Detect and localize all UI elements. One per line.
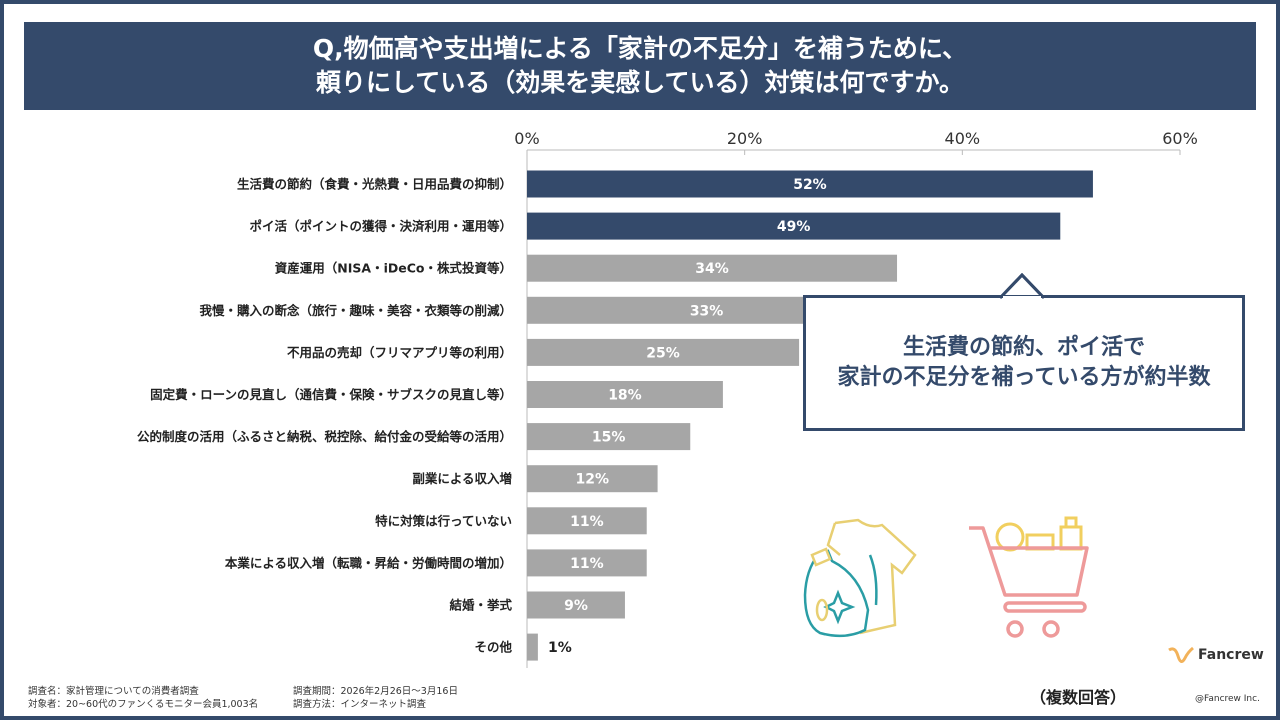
- survey-method: 調査方法：インターネット調査: [293, 699, 427, 710]
- data-label: 1%: [548, 640, 572, 656]
- category-label: 資産運用（NISA・iDeCo・株式投資等）: [275, 261, 512, 276]
- bar: [527, 254, 898, 282]
- fancrew-logo: Fancrew: [1168, 644, 1264, 666]
- category-label: 結婚・挙式: [449, 598, 512, 613]
- bar: [527, 381, 723, 408]
- category-label: 公的制度の活用（ふるさと納税、税控除、給付金の受給等の活用）: [137, 429, 512, 444]
- laundry-illustration-icon: [803, 518, 917, 638]
- bar: [527, 212, 1061, 240]
- fancrew-wave-icon: [1168, 646, 1194, 663]
- bar: [527, 338, 800, 366]
- survey-period: 調査期間：2026年2月26日～3月16日: [293, 686, 458, 697]
- category-label: 副業による収入増: [412, 471, 512, 486]
- survey-info-left: 調査名：家計管理についての消費者調査 対象者：20~60代のファンくるモニター会…: [28, 685, 258, 711]
- data-label: 12%: [576, 472, 610, 488]
- data-label: 49%: [777, 219, 811, 235]
- category-label: 生活費の節約（食費・光熱費・日用品費の抑制）: [237, 177, 512, 192]
- copyright: @Fancrew Inc.: [1195, 694, 1260, 704]
- x-tick-label: 40%: [945, 129, 981, 148]
- bar: [527, 170, 1093, 198]
- bar: [527, 465, 658, 493]
- survey-target: 対象者：20~60代のファンくるモニター会員1,003名: [28, 699, 259, 710]
- category-label: 固定費・ローンの見直し（通信費・保険・サブスクの見直し等）: [150, 387, 512, 402]
- logo-text: Fancrew: [1198, 647, 1264, 663]
- title-banner: Q,物価高や支出増による「家計の不足分」を補うために、 頼りにしている（効果を実…: [24, 22, 1256, 110]
- x-tick-label: 60%: [1162, 129, 1198, 148]
- x-tick-label: 20%: [727, 129, 763, 148]
- title-line-2: 頼りにしている（効果を実感している）対策は何ですか。: [315, 68, 964, 97]
- callout-line-2: 家計の不足分を補っている方が約半数: [837, 365, 1211, 390]
- bar: [527, 591, 625, 619]
- category-label: 我慢・購入の断念（旅行・趣味・美容・衣類等の削減）: [199, 303, 512, 318]
- category-label: 不用品の売却（フリマアプリ等の利用）: [287, 345, 512, 360]
- data-label: 15%: [592, 430, 626, 446]
- category-label: その他: [474, 640, 512, 655]
- data-label: 11%: [570, 514, 604, 530]
- survey-info-right: 調査期間：2026年2月26日～3月16日 調査方法：インターネット調査: [293, 685, 458, 711]
- bar: [527, 549, 647, 577]
- callout-line-1: 生活費の節約、ポイ活で: [902, 335, 1145, 360]
- data-label: 9%: [564, 598, 588, 614]
- survey-name: 調査名：家計管理についての消費者調査: [28, 686, 199, 697]
- data-label: 18%: [608, 388, 642, 404]
- category-label: ポイ活（ポイントの獲得・決済利用・運用等）: [249, 219, 512, 234]
- bar: [527, 633, 538, 661]
- data-label: 52%: [793, 177, 827, 193]
- category-label: 特に対策は行っていない: [375, 513, 512, 528]
- data-label: 34%: [695, 261, 729, 277]
- data-label: 25%: [646, 345, 680, 361]
- callout-box: 生活費の節約、ポイ活で 家計の不足分を補っている方が約半数: [803, 295, 1245, 431]
- callout-pointer-cover: [1000, 273, 1046, 301]
- bar: [527, 507, 647, 535]
- category-label: 本業による収入増（転職・昇給・労働時間の増加）: [225, 555, 512, 570]
- x-tick-label: 0%: [514, 129, 539, 148]
- data-label: 33%: [690, 303, 724, 319]
- shopping-cart-icon: [969, 516, 1089, 638]
- bar: [527, 423, 691, 451]
- title-line-1: Q,物価高や支出増による「家計の不足分」を補うために、: [312, 34, 968, 63]
- multiple-answers-note: （複数回答）: [1030, 688, 1127, 707]
- data-label: 11%: [570, 556, 604, 572]
